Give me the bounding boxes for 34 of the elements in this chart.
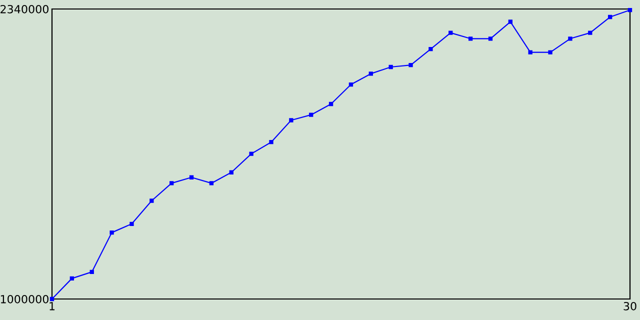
point — [229, 170, 234, 174]
point — [588, 30, 592, 35]
point — [608, 14, 612, 20]
point — [209, 181, 214, 186]
point — [170, 181, 174, 186]
point — [368, 72, 373, 76]
point — [130, 222, 134, 226]
point — [249, 152, 254, 156]
y-tick-label: 1000000 — [0, 294, 48, 304]
point — [328, 102, 334, 106]
x-tick-label: 30 — [624, 302, 636, 310]
point — [189, 175, 194, 180]
point — [628, 8, 632, 12]
point — [309, 112, 314, 117]
point — [150, 198, 154, 203]
point — [408, 62, 413, 68]
point — [110, 230, 114, 235]
point — [50, 296, 54, 302]
point — [488, 36, 493, 41]
point — [568, 36, 572, 41]
point — [269, 140, 274, 144]
point — [528, 50, 532, 54]
point — [428, 46, 433, 52]
point — [70, 276, 74, 281]
y-tick-label: 2340000 — [0, 4, 48, 14]
point — [548, 50, 552, 54]
point — [388, 64, 393, 70]
x-tick-label: 1 — [50, 302, 55, 310]
point — [289, 118, 294, 122]
point — [508, 20, 512, 24]
point — [348, 82, 354, 87]
point — [468, 36, 473, 41]
point — [90, 270, 94, 274]
point — [448, 30, 453, 35]
